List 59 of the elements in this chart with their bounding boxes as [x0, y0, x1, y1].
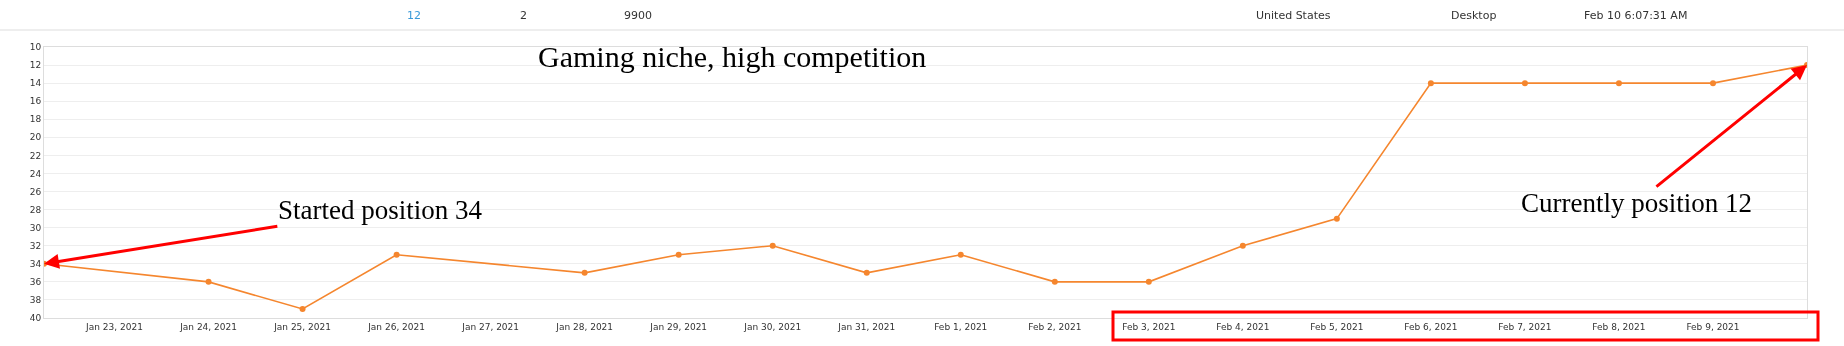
x-tick-label: Jan 27, 2021 — [461, 321, 520, 332]
text: Feb 10 6:07:31 AM — [1584, 9, 1688, 22]
y-tick-label: 32 — [29, 240, 42, 251]
x-tick-label: Feb 9, 2021 — [1686, 321, 1740, 332]
point — [769, 242, 776, 249]
y-tick-label: 10 — [29, 42, 42, 53]
y-tick-label: 38 — [29, 295, 42, 306]
y-tick-label: 22 — [29, 150, 42, 161]
point — [1333, 215, 1340, 222]
point — [299, 305, 306, 312]
x-tick-label: Jan 26, 2021 — [367, 321, 426, 332]
point — [1615, 80, 1622, 87]
point — [1521, 80, 1528, 87]
point — [1145, 278, 1152, 285]
y-tick-label: 26 — [29, 186, 42, 197]
x-tick-label: Jan 28, 2021 — [555, 321, 614, 332]
y-tick-label: 12 — [29, 60, 42, 71]
point — [1239, 242, 1246, 249]
point — [863, 269, 870, 276]
chart-title: Gaming niche, high competition — [538, 40, 927, 73]
point — [1051, 278, 1058, 285]
point — [1427, 80, 1434, 87]
point — [957, 251, 964, 258]
text: 2 — [520, 9, 527, 22]
x-tick-label: Jan 31, 2021 — [837, 321, 896, 332]
point — [675, 251, 682, 258]
x-tick-label: Feb 2, 2021 — [1028, 321, 1082, 332]
x-tick-label: Jan 25, 2021 — [273, 321, 331, 332]
x-tick-label: Feb 3, 2021 — [1122, 321, 1176, 332]
point — [205, 278, 212, 285]
point — [581, 269, 588, 276]
point — [393, 251, 400, 258]
y-tick-label: 28 — [29, 204, 42, 215]
text: 9900 — [624, 9, 652, 22]
text: 12 — [407, 9, 421, 22]
x-tick-label: Feb 7, 2021 — [1498, 321, 1552, 332]
x-tick-label: Feb 4, 2021 — [1216, 321, 1270, 332]
y-tick-label: 24 — [29, 168, 42, 179]
y-tick-label: 34 — [29, 258, 42, 269]
annotation: Started position 34 — [278, 195, 483, 225]
text: United States — [1256, 9, 1331, 22]
y-tick-label: 14 — [29, 78, 42, 89]
x-tick-label: Jan 23, 2021 — [85, 321, 143, 332]
y-tick-label: 16 — [29, 96, 42, 107]
x-tick-label: Feb 8, 2021 — [1592, 321, 1646, 332]
y-tick-label: 20 — [29, 132, 42, 143]
text: Desktop — [1451, 9, 1497, 22]
x-tick-label: Jan 24, 2021 — [179, 321, 237, 332]
x-tick-label: Feb 5, 2021 — [1310, 321, 1364, 332]
x-tick-label: Jan 30, 2021 — [743, 321, 802, 332]
y-tick-label: 30 — [29, 222, 42, 233]
x-tick-label: Feb 6, 2021 — [1404, 321, 1458, 332]
y-tick-label: 40 — [29, 313, 42, 324]
x-tick-label: Feb 1, 2021 — [934, 321, 988, 332]
y-tick-label: 36 — [29, 277, 42, 288]
annotation: Currently position 12 — [1521, 188, 1752, 218]
x-tick-label: Jan 29, 2021 — [649, 321, 708, 332]
y-tick-label: 18 — [29, 114, 42, 125]
point — [1709, 80, 1716, 87]
